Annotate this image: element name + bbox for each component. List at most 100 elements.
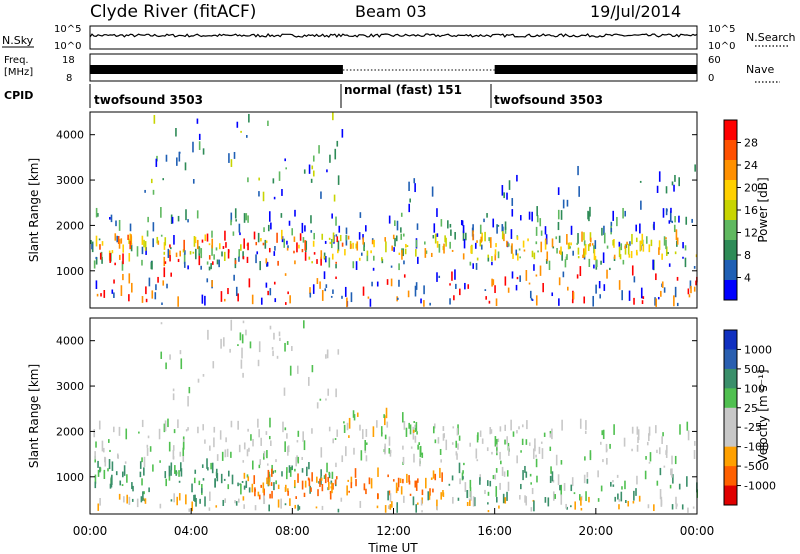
colorbar-swatch xyxy=(724,160,737,181)
echo-cell xyxy=(227,249,230,259)
echo-cell xyxy=(273,251,276,256)
echo-cell xyxy=(381,259,384,264)
echo-cell xyxy=(594,240,597,249)
echo-cell xyxy=(165,154,168,162)
echo-cell xyxy=(388,448,391,454)
echo-cell xyxy=(325,354,327,359)
echo-cell xyxy=(263,488,265,497)
echo-cell xyxy=(287,445,290,453)
echo-cell xyxy=(237,420,239,430)
echo-cell xyxy=(90,239,92,245)
echo-cell xyxy=(329,241,332,245)
echo-cell xyxy=(198,141,201,150)
echo-cell xyxy=(113,279,115,284)
echo-cell xyxy=(257,359,260,367)
echo-cell xyxy=(671,468,673,478)
echo-cell xyxy=(552,479,555,483)
echo-cell xyxy=(95,257,98,265)
echo-cell xyxy=(308,164,311,174)
echo-cell xyxy=(691,218,693,223)
echo-cell xyxy=(484,231,486,242)
echo-cell xyxy=(141,457,143,463)
echo-cell xyxy=(332,438,334,444)
echo-cell xyxy=(243,504,245,509)
echo-cell xyxy=(129,240,131,250)
echo-cell xyxy=(266,450,268,459)
echo-cell xyxy=(301,222,304,234)
echo-cell xyxy=(415,239,418,248)
echo-cell xyxy=(519,275,521,282)
echo-cell xyxy=(350,243,352,249)
echo-cell xyxy=(695,254,698,258)
echo-cell xyxy=(354,468,357,478)
echo-cell xyxy=(271,468,273,477)
echo-cell xyxy=(606,245,609,249)
echo-cell xyxy=(301,468,304,473)
echo-cell xyxy=(204,496,206,507)
colorbar-tick-label: 100 xyxy=(744,382,765,395)
nave-tick-bottom: 0 xyxy=(708,73,714,84)
echo-cell xyxy=(189,251,192,255)
echo-cell xyxy=(260,238,262,242)
echo-cell xyxy=(527,238,529,242)
echo-cell xyxy=(400,233,403,240)
echo-cell xyxy=(530,507,533,512)
echo-cell xyxy=(544,497,547,503)
echo-cell xyxy=(118,426,121,436)
echo-cell xyxy=(265,240,268,243)
echo-cell xyxy=(455,283,457,289)
echo-cell xyxy=(589,242,591,247)
echo-cell xyxy=(212,361,215,369)
echo-cell xyxy=(208,255,211,260)
echo-cell xyxy=(580,507,583,511)
echo-cell xyxy=(304,240,307,251)
echo-cell xyxy=(113,426,115,433)
echo-cell xyxy=(660,290,662,297)
echo-cell xyxy=(586,478,589,484)
echo-cell xyxy=(496,444,498,448)
xtick-label: 00:00 xyxy=(73,524,108,538)
echo-cell xyxy=(639,223,641,234)
echo-cell xyxy=(160,322,163,325)
echo-cell xyxy=(391,245,393,251)
echo-cell xyxy=(288,220,291,226)
echo-cell xyxy=(246,135,248,138)
echo-cell xyxy=(230,159,233,167)
echo-cell xyxy=(267,290,269,296)
echo-cell xyxy=(347,479,350,482)
echo-cell xyxy=(403,421,406,430)
echo-cell xyxy=(494,436,497,447)
echo-cell xyxy=(479,477,481,485)
echo-cell xyxy=(397,487,399,491)
nsky-label: N.Sky xyxy=(2,34,34,47)
nsky-frame xyxy=(89,25,698,50)
echo-cell xyxy=(287,245,289,249)
echo-cell xyxy=(160,234,163,237)
echo-cell xyxy=(248,113,250,123)
colorbar-swatch xyxy=(724,260,737,281)
echo-cell xyxy=(291,228,294,236)
echo-cell xyxy=(416,223,419,230)
echo-cell xyxy=(132,485,134,492)
echo-cell xyxy=(612,210,615,221)
echo-cell xyxy=(99,497,101,506)
echo-cell xyxy=(675,504,678,510)
echo-cell xyxy=(183,439,185,442)
echo-cell xyxy=(558,235,561,243)
nsearch-label: N.Search xyxy=(746,31,796,44)
echo-cell xyxy=(176,157,178,166)
echo-cell xyxy=(454,269,456,280)
echo-cell xyxy=(495,486,498,497)
echo-cell xyxy=(496,445,498,456)
echo-cell xyxy=(397,297,399,300)
echo-cell xyxy=(216,473,219,482)
echo-cell xyxy=(243,472,246,479)
echo-cell xyxy=(296,440,299,443)
echo-cell xyxy=(694,440,696,446)
echo-cell xyxy=(395,482,398,494)
echo-cell xyxy=(487,502,489,505)
echo-cell xyxy=(273,281,276,285)
echo-cell xyxy=(222,246,225,249)
echo-cell xyxy=(337,508,340,513)
